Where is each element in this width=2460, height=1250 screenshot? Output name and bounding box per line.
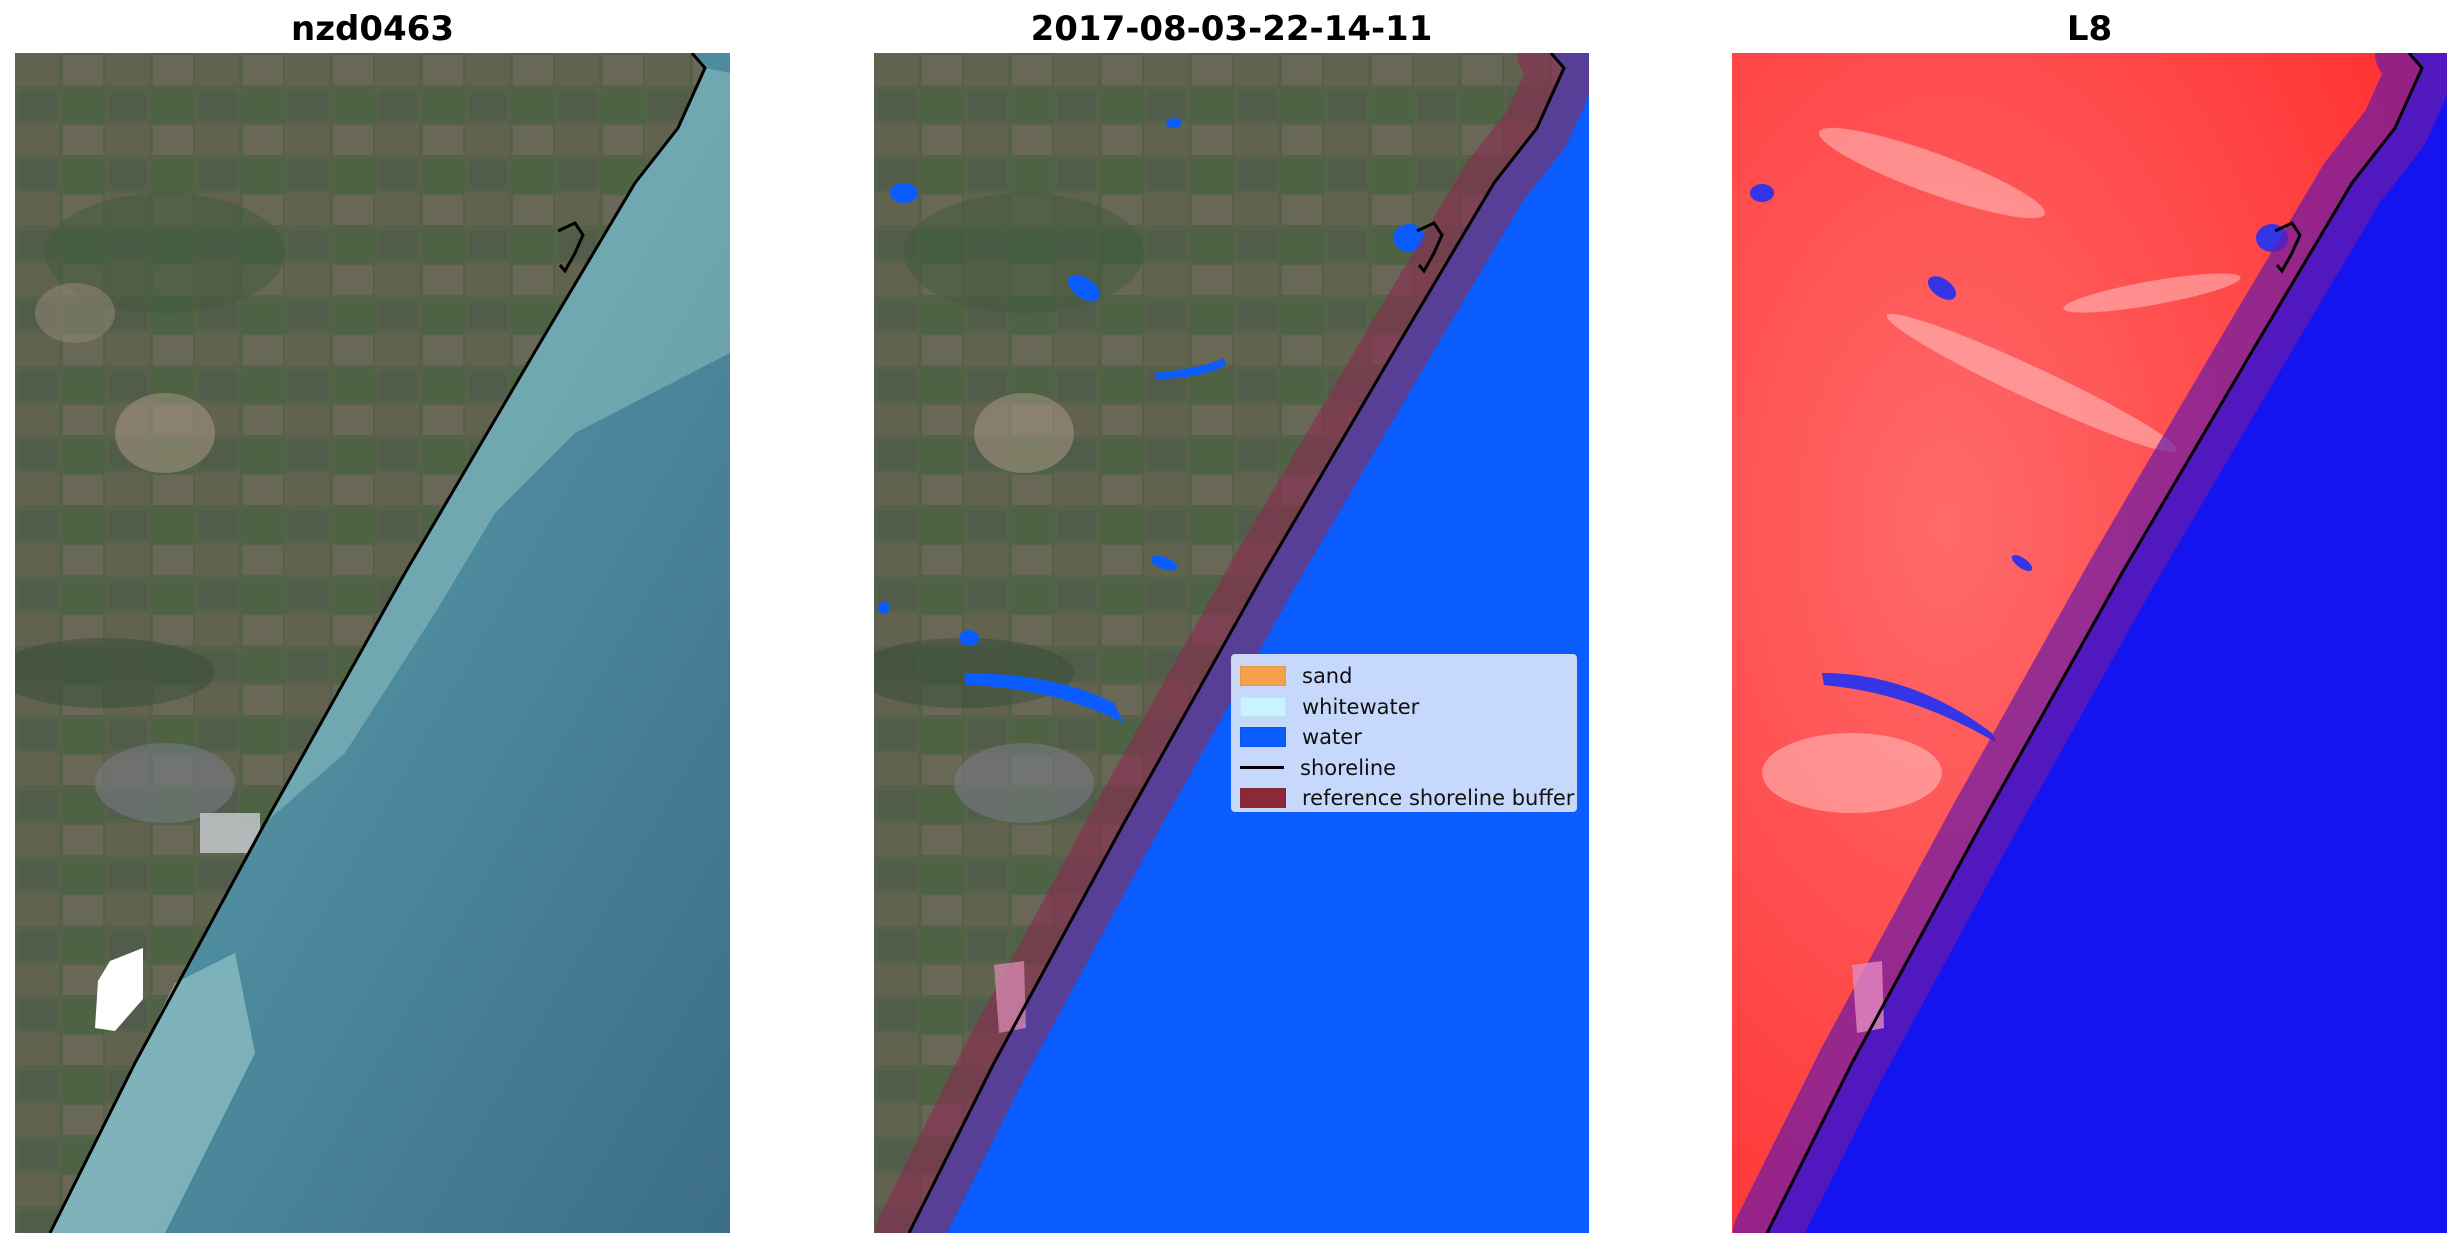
legend-item-shoreline: shoreline bbox=[1240, 753, 1568, 784]
classification-map bbox=[874, 53, 1589, 1233]
shoreline-line bbox=[907, 53, 1566, 1233]
whitewater-swatch bbox=[1240, 696, 1286, 717]
legend-item-sand: sand bbox=[1240, 661, 1568, 692]
sand-swatch bbox=[1240, 666, 1286, 687]
town-area bbox=[95, 743, 235, 823]
shoreline-line bbox=[48, 53, 707, 1233]
inland-water-patches bbox=[878, 118, 1425, 723]
legend-label: sand bbox=[1302, 664, 1353, 689]
legend-label: reference shoreline buffer bbox=[1302, 786, 1575, 811]
panel-title-classification: 2017-08-03-22-14-11 bbox=[1030, 9, 1433, 49]
shoreline-swatch bbox=[1240, 766, 1284, 770]
legend-item-water: water bbox=[1240, 722, 1568, 753]
shoreline-line bbox=[1765, 53, 2424, 1233]
legend-label: shoreline bbox=[1300, 755, 1397, 780]
legend-label: water bbox=[1302, 725, 1362, 750]
map-legend: sand whitewater water shoreline referenc… bbox=[1231, 654, 1577, 812]
cloud-mask bbox=[95, 948, 143, 1031]
legend-item-reference-shoreline-buffer: reference shoreline buffer bbox=[1240, 783, 1574, 814]
panel-title-rgb: nzd0463 bbox=[291, 9, 454, 49]
rgb-satellite-image bbox=[15, 53, 730, 1233]
panel-title-index: L8 bbox=[2066, 9, 2113, 49]
water-index-map bbox=[1732, 53, 2447, 1233]
inland-water-patches bbox=[1750, 184, 2288, 743]
legend-label: whitewater bbox=[1302, 694, 1420, 719]
sea-area bbox=[50, 53, 730, 1233]
water-swatch bbox=[1240, 727, 1286, 748]
buffer-swatch bbox=[1240, 788, 1286, 809]
legend-item-whitewater: whitewater bbox=[1240, 692, 1568, 723]
